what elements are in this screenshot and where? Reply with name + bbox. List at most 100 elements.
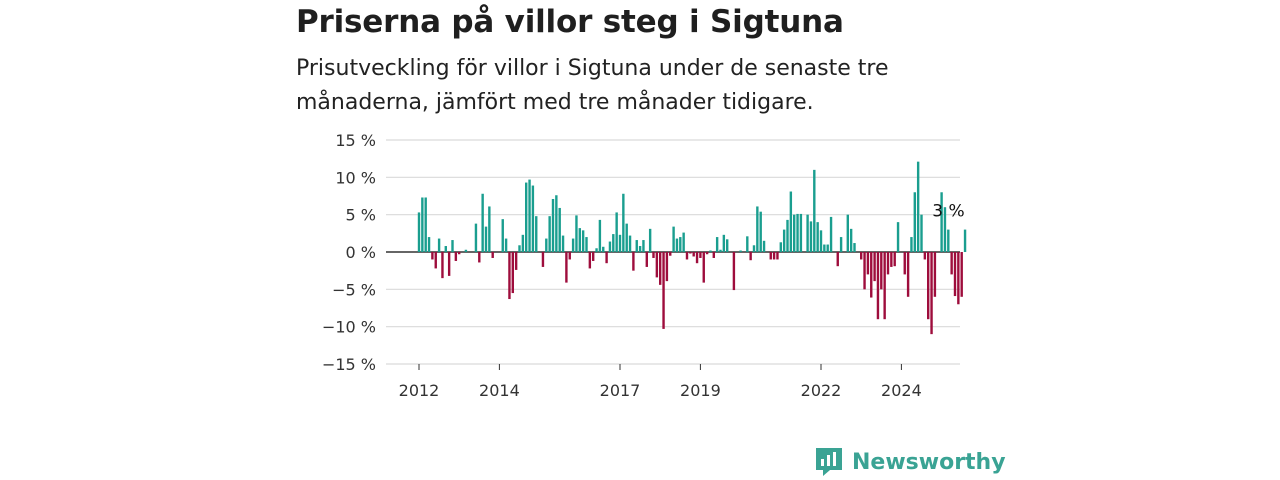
bar — [531, 185, 535, 252]
bar — [514, 252, 518, 270]
bar — [535, 216, 538, 252]
bar — [930, 252, 933, 335]
bar — [628, 235, 632, 252]
bar — [870, 252, 873, 298]
bar-series — [417, 161, 967, 335]
bar — [719, 249, 722, 252]
bar — [525, 182, 528, 252]
bar — [427, 237, 431, 252]
bar — [880, 252, 883, 290]
bar — [417, 212, 421, 252]
bar — [645, 252, 648, 267]
bar — [675, 238, 679, 252]
x-tick-label: 2022 — [801, 381, 842, 400]
bar — [625, 223, 628, 252]
bar — [705, 252, 709, 255]
bar — [578, 228, 581, 252]
x-tick-label: 2019 — [680, 381, 721, 400]
bar — [689, 252, 692, 254]
bar — [953, 252, 957, 297]
bar — [695, 252, 699, 264]
bar — [933, 252, 937, 297]
bar — [592, 252, 595, 261]
bar — [762, 240, 766, 252]
bar — [545, 238, 548, 252]
bar — [451, 240, 454, 252]
bar — [635, 240, 638, 252]
bar — [685, 252, 689, 260]
bar — [615, 212, 618, 252]
bar — [581, 230, 585, 252]
bar — [779, 242, 782, 252]
bar — [464, 249, 468, 252]
bar — [622, 193, 625, 252]
bar — [796, 213, 799, 252]
x-axis: 2012 2014 2017 2019 2022 2024 — [399, 364, 922, 400]
bar — [648, 228, 652, 252]
bar — [571, 238, 575, 252]
bar — [746, 236, 749, 252]
y-tick-label: 5 % — [346, 206, 376, 225]
bar — [883, 252, 886, 320]
bar — [585, 237, 588, 252]
bar — [816, 222, 819, 252]
bar — [655, 252, 659, 278]
brand-name: Newsworthy — [852, 449, 1006, 475]
bar — [702, 252, 705, 283]
bar — [756, 206, 759, 252]
bar — [501, 219, 504, 252]
y-tick-label: 10 % — [335, 168, 376, 187]
bar — [799, 213, 803, 252]
bar — [682, 232, 685, 252]
bar — [916, 161, 920, 252]
bar — [940, 192, 943, 252]
bar — [605, 252, 608, 264]
bar — [488, 206, 491, 252]
bar — [598, 219, 602, 252]
y-tick-label: −5 % — [332, 280, 376, 299]
bar — [823, 244, 826, 252]
y-tick-label: 0 % — [346, 243, 376, 262]
bar — [896, 222, 900, 252]
bar — [551, 198, 555, 252]
bar — [866, 252, 870, 275]
bar — [786, 219, 789, 252]
x-tick-label: 2024 — [881, 381, 922, 400]
bar — [836, 252, 839, 267]
newsworthy-logo[interactable]: Newsworthy — [814, 446, 1006, 478]
bar — [853, 243, 856, 252]
bar — [518, 245, 521, 252]
y-tick-label: −15 % — [322, 355, 376, 374]
bar — [659, 252, 662, 285]
y-axis-ticks: 15 % 10 % 5 % 0 % −5 % −10 % −15 % — [322, 131, 376, 374]
bar — [679, 237, 682, 252]
bar — [478, 252, 481, 263]
bar — [910, 237, 913, 252]
bar — [421, 197, 424, 252]
bar — [712, 252, 715, 258]
bar — [474, 223, 478, 252]
bar — [568, 252, 571, 260]
bar — [511, 252, 514, 294]
bar — [431, 252, 434, 260]
bar — [665, 252, 669, 282]
bar — [652, 252, 655, 258]
bar — [481, 193, 484, 252]
bar — [565, 252, 568, 283]
bar — [548, 216, 551, 252]
bar — [819, 230, 823, 252]
bar — [612, 234, 615, 252]
bar — [669, 252, 672, 256]
bar — [960, 252, 963, 297]
bar — [491, 252, 494, 258]
bar — [789, 191, 793, 252]
bar — [715, 237, 719, 252]
bar — [638, 246, 642, 252]
bar — [447, 252, 451, 276]
bar — [903, 252, 906, 275]
bar — [632, 252, 635, 271]
bar — [504, 238, 508, 252]
bar — [846, 214, 849, 252]
bar — [906, 252, 910, 297]
